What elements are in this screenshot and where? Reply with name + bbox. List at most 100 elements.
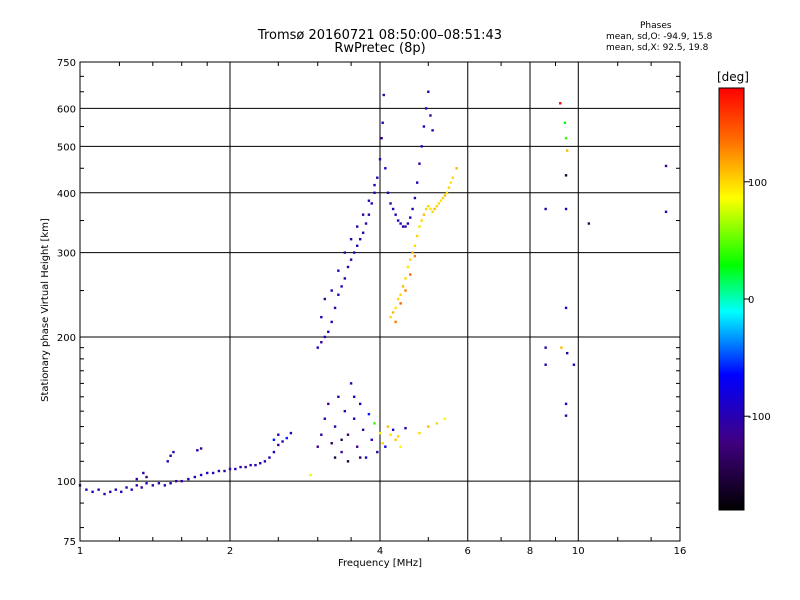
x-tick-label: 1 <box>77 546 83 557</box>
data-point <box>429 114 432 117</box>
data-point <box>381 442 384 445</box>
data-point <box>411 251 414 254</box>
data-point <box>346 460 350 463</box>
data-point <box>180 479 183 483</box>
y-tick-label: 400 <box>57 189 76 200</box>
data-point <box>140 486 143 489</box>
data-point <box>394 320 397 324</box>
data-point <box>163 484 167 487</box>
data-point <box>259 462 262 465</box>
data-point <box>199 473 203 477</box>
data-point <box>346 433 350 436</box>
data-point <box>413 244 417 247</box>
data-point <box>391 207 395 211</box>
data-point <box>323 297 327 301</box>
plot-frame <box>79 61 681 542</box>
data-point <box>205 471 209 475</box>
data-point <box>320 341 323 344</box>
data-point <box>413 254 417 258</box>
data-point <box>384 167 387 170</box>
phases-o-line: mean, sd,O: -94.9, 15.8 <box>606 32 713 42</box>
data-point <box>211 471 215 475</box>
data-point <box>355 225 359 228</box>
data-point <box>427 204 430 208</box>
data-point <box>367 412 371 416</box>
data-point <box>340 450 343 454</box>
data-point <box>135 477 138 481</box>
data-point <box>420 145 423 148</box>
data-point <box>355 445 359 448</box>
data-point <box>169 454 172 457</box>
chart-title: Tromsø 20160721 08:50:00–08:51:43 <box>257 28 503 43</box>
data-point <box>373 183 376 187</box>
data-point <box>572 363 576 366</box>
data-point <box>169 482 172 485</box>
data-point <box>281 440 284 443</box>
grid-lines <box>80 62 680 541</box>
data-point <box>404 426 407 430</box>
data-point <box>391 311 395 314</box>
data-point <box>560 346 563 349</box>
data-point <box>389 433 392 436</box>
data-point <box>277 443 280 447</box>
data-point <box>91 490 94 494</box>
data-point <box>564 136 568 140</box>
data-point <box>433 207 436 211</box>
data-point <box>343 409 347 413</box>
y-tick-label: 100 <box>57 477 76 488</box>
data-point <box>373 191 376 194</box>
data-point <box>316 346 319 349</box>
data-point <box>223 469 226 473</box>
data-point <box>337 269 340 272</box>
data-point <box>389 202 392 205</box>
colorbar-tick-label: -100 <box>748 412 771 423</box>
data-point <box>272 450 276 454</box>
data-point <box>378 158 382 161</box>
data-point <box>381 121 384 124</box>
data-point <box>565 149 569 152</box>
data-point <box>249 463 252 467</box>
data-point <box>277 433 280 436</box>
colorbar-label: [deg] <box>717 70 749 84</box>
data-point <box>130 488 133 491</box>
data-point <box>439 199 443 202</box>
data-point <box>404 225 407 228</box>
y-tick-label: 75 <box>63 537 76 548</box>
phases-header: Phases <box>640 21 672 31</box>
data-point <box>361 428 365 432</box>
data-point <box>268 456 271 459</box>
data-point <box>343 251 347 254</box>
data-point <box>435 204 438 208</box>
data-point <box>333 425 337 428</box>
data-point <box>409 216 412 219</box>
x-tick-label: 6 <box>465 546 471 557</box>
data-point <box>406 265 410 269</box>
data-point <box>263 460 267 463</box>
data-points <box>78 90 668 496</box>
data-point <box>587 222 591 225</box>
data-point <box>396 435 400 438</box>
data-point <box>367 213 371 216</box>
data-point <box>418 225 421 228</box>
data-point <box>358 456 362 459</box>
data-point <box>378 431 382 435</box>
data-point <box>394 306 397 310</box>
data-point <box>564 402 568 406</box>
data-point <box>109 490 112 494</box>
data-point <box>333 306 337 310</box>
data-point <box>564 306 568 310</box>
data-point <box>320 433 323 436</box>
data-point <box>406 222 410 225</box>
data-point <box>389 315 392 319</box>
data-point <box>427 90 430 93</box>
data-point <box>427 425 430 428</box>
y-tick-label: 500 <box>57 142 76 153</box>
data-point <box>85 488 88 491</box>
data-point <box>120 490 123 494</box>
data-point <box>664 210 668 214</box>
data-point <box>445 191 449 194</box>
data-point <box>564 207 568 211</box>
data-point <box>563 121 567 124</box>
data-point <box>337 293 340 296</box>
